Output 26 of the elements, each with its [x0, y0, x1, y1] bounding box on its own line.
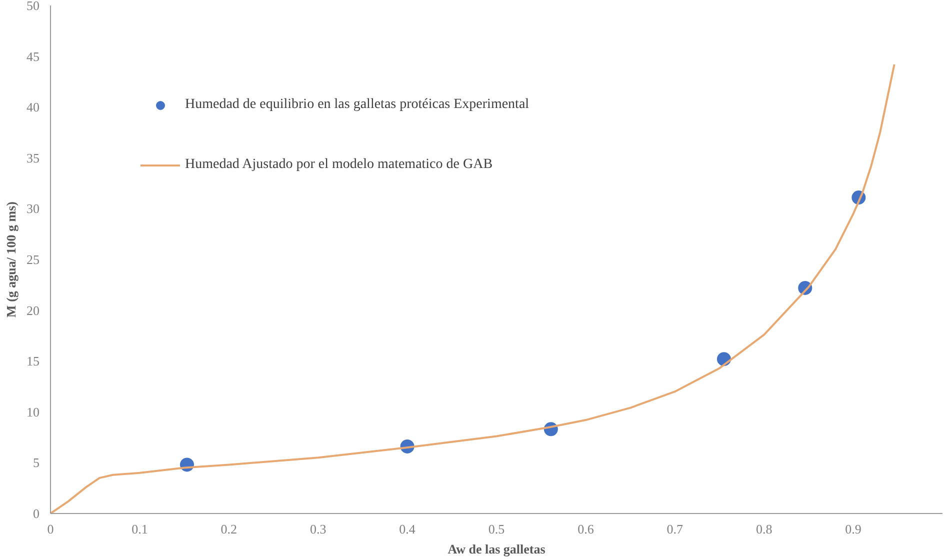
x-tick-label: 0.8	[756, 522, 772, 536]
legend-label: Humedad Ajustado por el modelo matematico de GAB	[185, 157, 493, 173]
x-tick-label: 0.7	[666, 522, 684, 536]
x-tick-label: 0.3	[310, 522, 326, 536]
legend-label: Humedad de equilibrio en las galletas protéicas Experimental	[185, 97, 530, 113]
y-tick-label: 45	[26, 48, 40, 64]
y-tick-label: 50	[26, 0, 40, 13]
y-tick-label: 25	[26, 252, 40, 267]
x-tick-label: 0.1	[132, 522, 148, 536]
y-tick-label: 35	[26, 150, 40, 166]
x-tick-label: 0.5	[488, 522, 505, 536]
x-tick-label: 0	[47, 522, 54, 536]
x-tick-label: 0.4	[399, 522, 416, 536]
x-tick-label: 0.2	[220, 522, 238, 536]
y-tick-label: 10	[26, 404, 40, 420]
y-tick-label: 15	[26, 354, 40, 369]
y-tick-label: 30	[26, 201, 40, 216]
line-series	[50, 63, 896, 514]
y-tick-label: 40	[26, 100, 40, 115]
y-tick-label: 20	[26, 302, 40, 318]
y-axis-title: M (g agua/ 100 g ms)	[4, 202, 18, 318]
x-tick-label: 0.9	[845, 522, 862, 536]
y-tick-label: 5	[33, 455, 40, 470]
y-tick-label: 0	[33, 506, 40, 521]
x-axis-title: Aw de las galletas	[448, 542, 546, 556]
x-tick-label: 0.6	[578, 522, 594, 536]
